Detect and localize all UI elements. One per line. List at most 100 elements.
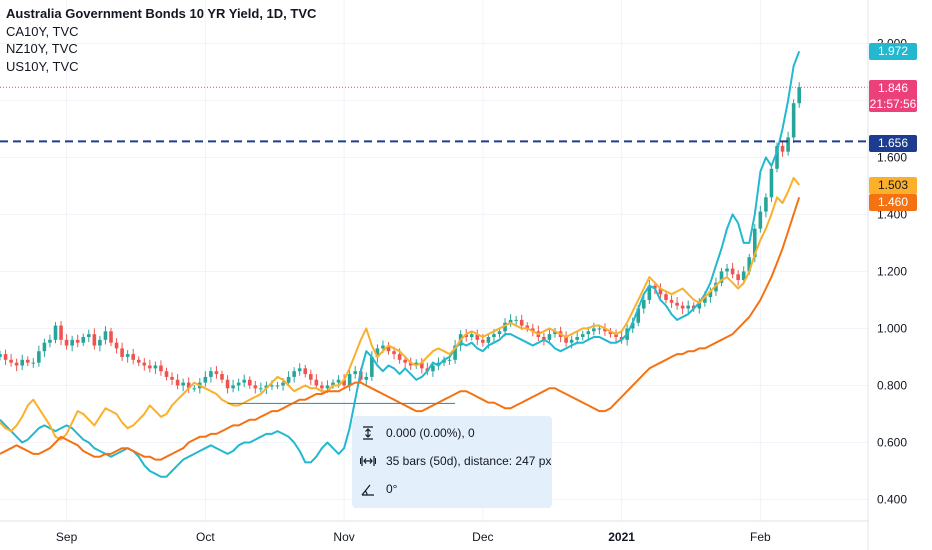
candle-body [531, 328, 535, 332]
down-candle [253, 380, 258, 394]
down-candle [120, 342, 124, 361]
legend-ca10y[interactable]: CA10Y, TVC [6, 23, 79, 39]
candle-body [519, 319, 524, 326]
candle-body [81, 336, 86, 343]
candle-body [220, 374, 224, 380]
up-candle [697, 298, 702, 314]
down-candle [142, 358, 147, 371]
up-candle [31, 358, 36, 368]
candle-body [25, 359, 30, 363]
up-candle [791, 99, 796, 144]
down-candle [675, 297, 679, 310]
up-candle [81, 333, 86, 347]
legend-us10y[interactable]: US10Y, TVC [6, 58, 79, 74]
down-candle [109, 327, 113, 347]
down-candle [9, 354, 13, 367]
candle-body [653, 285, 657, 289]
candle-body [486, 336, 491, 343]
candle-body [370, 356, 374, 377]
candle-body [392, 351, 396, 355]
up-candle [686, 300, 690, 314]
candle-body [325, 385, 330, 389]
candle-body [769, 168, 774, 198]
up-candle [725, 264, 729, 277]
candle-body [586, 331, 591, 335]
candle-body [736, 274, 740, 280]
up-candle [453, 339, 457, 364]
candle-body [64, 339, 69, 346]
candle-body [497, 331, 502, 335]
up-candle [642, 295, 646, 314]
up-candle [353, 366, 357, 379]
candle-body [414, 362, 419, 366]
angle-icon [360, 481, 376, 497]
candle-body [469, 334, 474, 337]
up-candle [37, 345, 41, 367]
candle-body [20, 359, 24, 366]
candle-body [203, 376, 208, 383]
candle-body [0, 354, 2, 357]
down-candle [531, 323, 535, 337]
up-candle [797, 82, 801, 108]
nz10y-price-tag: 1.503 [869, 177, 917, 194]
candle-body [708, 291, 713, 298]
candle-body [53, 325, 58, 340]
down-candle [603, 323, 607, 336]
down-candle [680, 301, 685, 315]
candle-body [636, 308, 641, 323]
candle-body [564, 336, 568, 343]
down-candle [159, 360, 163, 376]
au10y-candles [0, 82, 801, 395]
candle-body [364, 376, 369, 380]
candle-body [314, 379, 319, 386]
legend-title[interactable]: Australia Government Bonds 10 YR Yield, … [6, 6, 317, 21]
candle-body [109, 331, 113, 343]
up-candle [231, 379, 235, 393]
candle-body [159, 365, 163, 372]
candle-body [508, 319, 513, 323]
y-tick-label: 1.000 [877, 321, 907, 335]
candle-body [714, 282, 718, 292]
down-candle [214, 366, 219, 379]
candle-body [703, 297, 707, 303]
candle-body [353, 371, 357, 375]
candle-body [3, 354, 8, 360]
candle-body [697, 302, 702, 309]
candle-body [286, 376, 291, 383]
candle-body [103, 331, 108, 340]
candle-body [553, 331, 557, 335]
candle-body [730, 268, 735, 275]
y-tick-label: 0.600 [877, 435, 907, 449]
up-candle [181, 378, 185, 392]
up-candle [758, 205, 763, 233]
up-candle [275, 382, 280, 389]
drawing-overlays [0, 86, 868, 405]
up-candle [647, 279, 652, 304]
candle-body [309, 374, 313, 380]
candle-body [797, 87, 801, 104]
nz10y-line [0, 176, 800, 441]
candle-body [42, 342, 47, 352]
down-candle [525, 322, 530, 332]
candle-body [242, 379, 246, 383]
candle-body [331, 382, 335, 386]
candle-body [420, 362, 424, 369]
candle-body [231, 385, 235, 389]
candle-body [747, 257, 752, 272]
candle-body [542, 336, 546, 340]
candle-body [775, 145, 779, 169]
x-tick-label: Dec [472, 530, 493, 544]
measure-bars-text: 35 bars (50d), distance: 247 px [386, 454, 552, 468]
up-candle [764, 193, 768, 218]
candle-body [719, 271, 724, 283]
down-candle [170, 372, 174, 385]
legend-nz10y[interactable]: NZ10Y, TVC [6, 41, 78, 56]
down-candle [25, 356, 30, 367]
candle-body [575, 336, 579, 340]
down-candle [736, 270, 740, 286]
candle-body [642, 299, 646, 309]
candle-body [514, 319, 518, 321]
candle-body [214, 371, 219, 375]
candle-body [725, 268, 729, 272]
x-tick-label: 2021 [608, 530, 635, 544]
